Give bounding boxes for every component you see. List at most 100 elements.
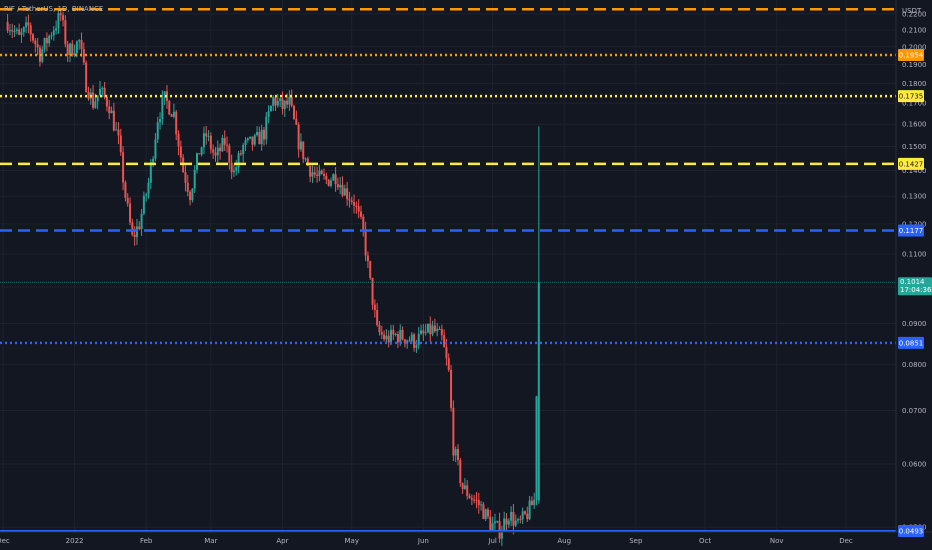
level-label: 0.0493 [899, 528, 924, 536]
candle [406, 339, 409, 349]
candle [101, 86, 104, 98]
candle-body [493, 521, 496, 524]
x-tick-label: Dec [839, 537, 853, 545]
candle-body [78, 40, 81, 42]
candle-body [507, 520, 510, 525]
candle [265, 112, 268, 145]
candle-body [295, 118, 298, 125]
candle-body [92, 92, 95, 108]
candle-body [85, 62, 88, 92]
candle [510, 506, 513, 527]
candle-body [161, 98, 164, 119]
candle [235, 159, 238, 176]
candle [309, 165, 312, 183]
candle-body [447, 358, 450, 370]
candle-body [325, 175, 328, 180]
candle-body [355, 205, 358, 207]
candle [11, 23, 14, 39]
candle [226, 136, 229, 153]
y-tick-label: 0.1300 [902, 193, 927, 201]
candle-body [71, 43, 74, 56]
candle-body [470, 498, 473, 500]
candle-body [156, 122, 159, 140]
candle [343, 184, 346, 196]
candle-body [309, 165, 312, 177]
candle [295, 110, 298, 126]
candle [357, 199, 360, 219]
time-axis[interactable]: Dec 2022 Feb Mar Apr May Jun Jul Aug Sep Oct Nov Dec [0, 531, 932, 545]
x-tick-label: Jul [487, 537, 497, 545]
candle-body [226, 144, 229, 146]
candle-body [138, 226, 141, 230]
candle-body [304, 158, 307, 160]
candle-body [302, 141, 305, 160]
candle-body [362, 216, 365, 229]
candle [378, 321, 381, 336]
candle-body [350, 200, 353, 203]
candle-body [230, 162, 233, 173]
candle-body [452, 407, 455, 456]
candle [353, 194, 356, 214]
candle-body [145, 194, 148, 196]
candle [62, 11, 65, 27]
candle [323, 168, 326, 180]
candle [297, 122, 300, 158]
candle [262, 127, 265, 146]
candle [503, 511, 506, 531]
candle-body [526, 513, 529, 520]
y-tick-label: 0.0800 [902, 361, 927, 369]
candle [276, 94, 279, 108]
candle [454, 446, 457, 462]
countdown-label: 17:04:36 [900, 286, 932, 294]
candle [154, 133, 157, 162]
candle [96, 95, 99, 110]
candle-body [242, 145, 245, 155]
candle [512, 503, 515, 535]
candle [394, 332, 397, 337]
candle-body [124, 182, 127, 198]
candle-body [443, 335, 446, 348]
candle-body [112, 110, 115, 131]
candle-body [228, 145, 231, 163]
candle [517, 517, 520, 524]
candle [443, 329, 446, 348]
candle [496, 520, 499, 524]
candle-body [200, 147, 203, 155]
candle-body [461, 482, 464, 490]
candle-body [523, 511, 526, 514]
x-tick-label: 2022 [66, 537, 84, 545]
candle [140, 208, 143, 236]
candle-body [122, 152, 125, 183]
candle [362, 213, 365, 237]
candle [288, 90, 291, 111]
candle-body [399, 329, 402, 343]
candle [189, 190, 192, 206]
candle-body [390, 329, 393, 343]
price-axis[interactable]: USDT 0.2200 0.2100 0.2000 0.1900 0.1800 0.170… [895, 0, 927, 532]
candle [198, 153, 201, 155]
candle-body [436, 328, 439, 332]
candle-body [477, 499, 480, 506]
candle [172, 103, 175, 119]
y-tick-label: 0.0900 [902, 320, 927, 328]
candle [269, 105, 272, 112]
candle-body [129, 203, 132, 223]
candle [202, 126, 205, 155]
candle-body [126, 197, 129, 204]
candle [193, 165, 196, 193]
candle [473, 494, 476, 504]
candle [232, 164, 235, 177]
candle [366, 251, 369, 269]
candle [480, 500, 483, 511]
candle-body [519, 519, 522, 521]
candle-body [482, 504, 485, 519]
candle [477, 492, 480, 514]
candle-body [313, 172, 316, 175]
candle-body [306, 158, 309, 166]
candle-body [133, 234, 136, 237]
candle-body [198, 153, 201, 155]
candle-body [184, 172, 187, 183]
candle-body [364, 228, 367, 256]
